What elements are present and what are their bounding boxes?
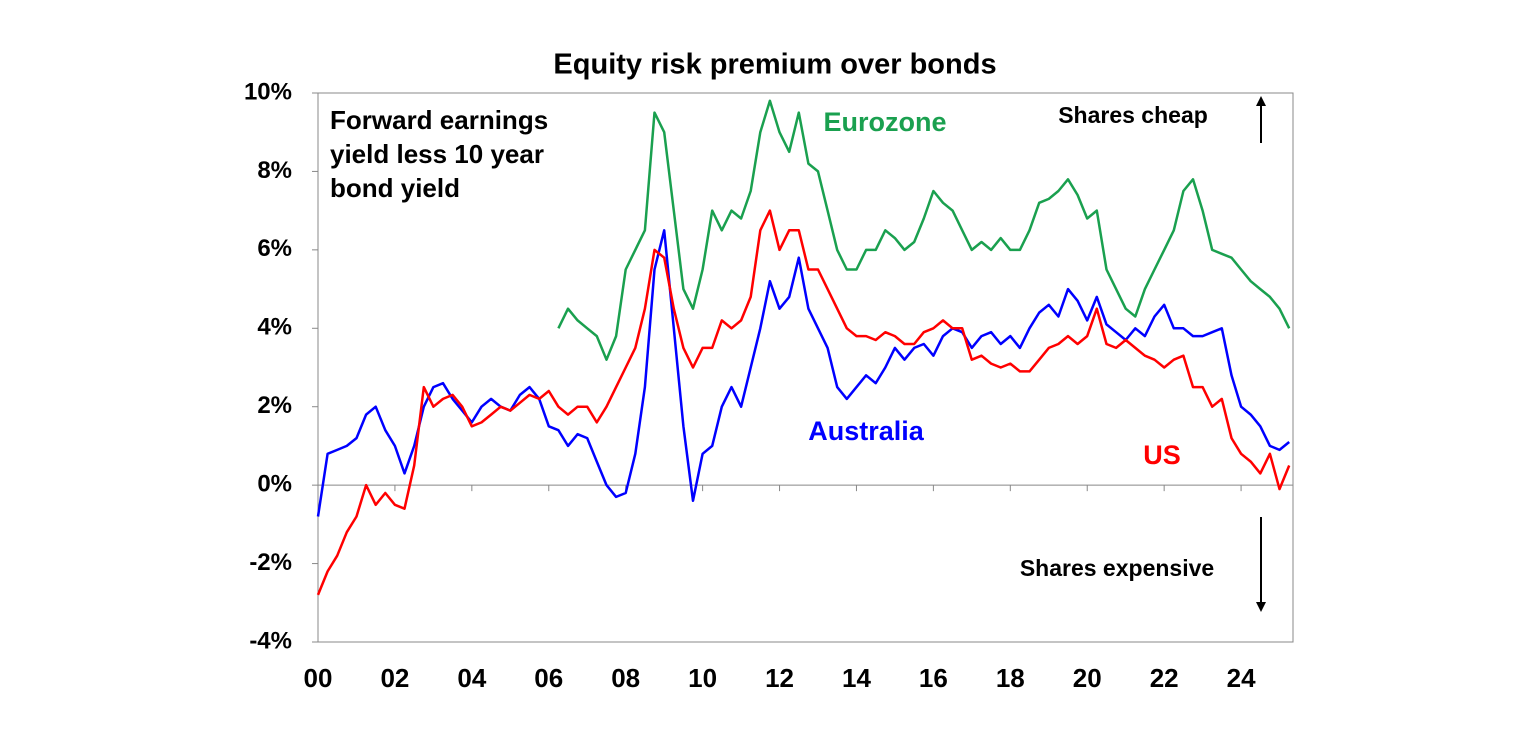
x-tick-label: 08 xyxy=(611,663,640,693)
annotation: bond yield xyxy=(330,173,460,203)
series-line xyxy=(316,209,1291,596)
x-tick-label: 02 xyxy=(380,663,409,693)
y-tick-label: 8% xyxy=(257,157,292,184)
plot-frame xyxy=(317,92,1294,643)
x-tick-label: 14 xyxy=(842,663,871,693)
y-tick-label: 4% xyxy=(257,314,292,341)
series-line xyxy=(557,99,1291,361)
x-tick-label: 20 xyxy=(1073,663,1102,693)
x-tick-label: 18 xyxy=(996,663,1025,693)
y-tick-label: 2% xyxy=(257,392,292,419)
note-cheap: Shares cheap xyxy=(1058,102,1208,128)
y-tick-label: 6% xyxy=(257,235,292,262)
series-label: US xyxy=(1143,440,1181,470)
x-tick-label: 04 xyxy=(457,663,486,693)
series-label: Eurozone xyxy=(823,107,946,137)
x-tick-label: 22 xyxy=(1150,663,1179,693)
arrow-up-head xyxy=(1256,96,1266,106)
arrow-down-head xyxy=(1256,602,1266,612)
series-line xyxy=(316,229,1290,517)
x-tick-label: 24 xyxy=(1227,663,1256,693)
y-tick-label: -2% xyxy=(249,549,292,576)
annotation: Forward earnings xyxy=(330,105,548,135)
annotation: yield less 10 year xyxy=(330,139,544,169)
y-tick-label: 10% xyxy=(244,78,292,105)
x-tick-label: 10 xyxy=(688,663,717,693)
x-tick-label: 06 xyxy=(534,663,563,693)
y-tick-label: -4% xyxy=(249,627,292,654)
series-label: Australia xyxy=(808,416,925,446)
chart-title: Equity risk premium over bonds xyxy=(553,49,996,81)
x-tick-label: 12 xyxy=(765,663,794,693)
note-expensive: Shares expensive xyxy=(1020,555,1214,581)
x-tick-label: 16 xyxy=(919,663,948,693)
y-tick-label: 0% xyxy=(257,470,292,497)
x-tick-label: 00 xyxy=(304,663,333,693)
